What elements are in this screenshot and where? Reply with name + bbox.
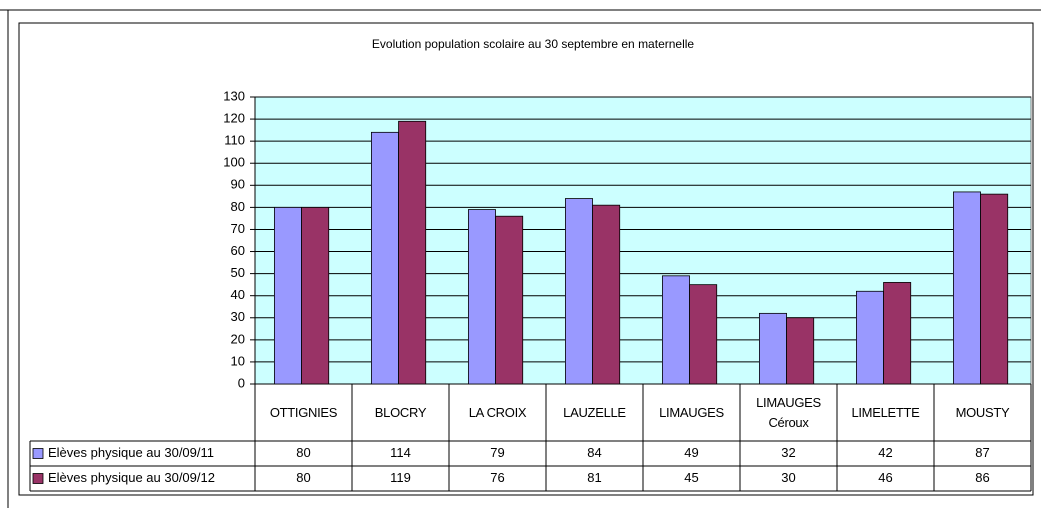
x-tick-label-box: BLOCRY (374, 404, 427, 420)
x-tick-label-box: OTTIGNIES (269, 404, 338, 420)
table-value: 87 (975, 445, 989, 460)
chart-title: Evolution population scolaire au 30 sept… (372, 37, 695, 51)
y-tick-label: 0 (238, 375, 245, 390)
y-tick-label: 70 (231, 221, 245, 236)
table-value: 46 (878, 470, 892, 485)
table-value: 45 (684, 470, 698, 485)
x-tick-label: OTTIGNIES (269, 404, 338, 420)
table-value: 84 (587, 445, 601, 460)
x-tick-label: LIMELETTE (851, 404, 920, 420)
table-value: 76 (490, 470, 504, 485)
y-tick-label: 90 (231, 177, 245, 192)
table-value: 32 (781, 445, 795, 460)
y-tick-label: 40 (231, 287, 245, 302)
table-value: 80 (296, 445, 310, 460)
x-tick-label: BLOCRY (374, 404, 427, 420)
legend-label: Elèves physique au 30/09/11 (48, 445, 214, 460)
x-tick-label-box: LIMAUGES Céroux (756, 394, 821, 430)
table-value: 86 (975, 470, 989, 485)
table-value: 49 (684, 445, 698, 460)
bar (495, 215, 524, 385)
bar (370, 131, 399, 385)
y-tick-label: 130 (223, 88, 245, 103)
bar (565, 198, 593, 385)
y-tick-label: 80 (231, 199, 245, 214)
table-value: 42 (878, 445, 892, 460)
legend-label: Elèves physique au 30/09/12 (48, 470, 215, 485)
bar (592, 204, 621, 385)
x-tick-label: LAUZELLE (563, 404, 626, 420)
x-tick-label-box: LA CROIX (468, 404, 527, 420)
y-tick-label: 100 (223, 155, 245, 170)
y-tick-label: 10 (231, 353, 245, 368)
table-value: 79 (490, 445, 504, 460)
legend-swatch (32, 473, 44, 484)
y-tick-label: 60 (231, 243, 245, 258)
bar (856, 290, 884, 385)
x-tick-label: MOUSTY (955, 404, 1010, 420)
bar (689, 284, 718, 385)
y-tick-label: 120 (223, 111, 245, 126)
y-tick-label: 110 (224, 133, 245, 148)
table-value: 114 (390, 445, 411, 460)
x-tick-label-box: MOUSTY (955, 404, 1010, 420)
bar (883, 282, 912, 385)
bar (301, 206, 330, 385)
legend-swatch (32, 448, 44, 459)
x-tick-label-box: LIMELETTE (851, 404, 920, 420)
bar (980, 193, 1009, 385)
y-tick-label: 20 (231, 331, 245, 346)
x-tick-label: LA CROIX (468, 404, 527, 420)
table-value: 119 (390, 470, 411, 485)
x-tick-label: LIMAUGES Céroux (756, 394, 821, 430)
bar (662, 275, 690, 385)
y-tick-label: 30 (231, 309, 245, 324)
bar (759, 312, 787, 385)
table-value: 30 (781, 470, 795, 485)
x-tick-label: LIMAUGES (659, 404, 724, 420)
table-value: 81 (587, 470, 601, 485)
bar (786, 317, 815, 385)
bar (953, 191, 981, 385)
x-tick-label-box: LIMAUGES (659, 404, 724, 420)
table-value: 80 (296, 470, 310, 485)
y-tick-label: 50 (231, 265, 245, 280)
x-tick-label-box: LAUZELLE (563, 404, 626, 420)
bar (398, 120, 427, 385)
bar (273, 206, 302, 385)
bar (467, 209, 496, 385)
chart-area (18, 22, 1034, 496)
